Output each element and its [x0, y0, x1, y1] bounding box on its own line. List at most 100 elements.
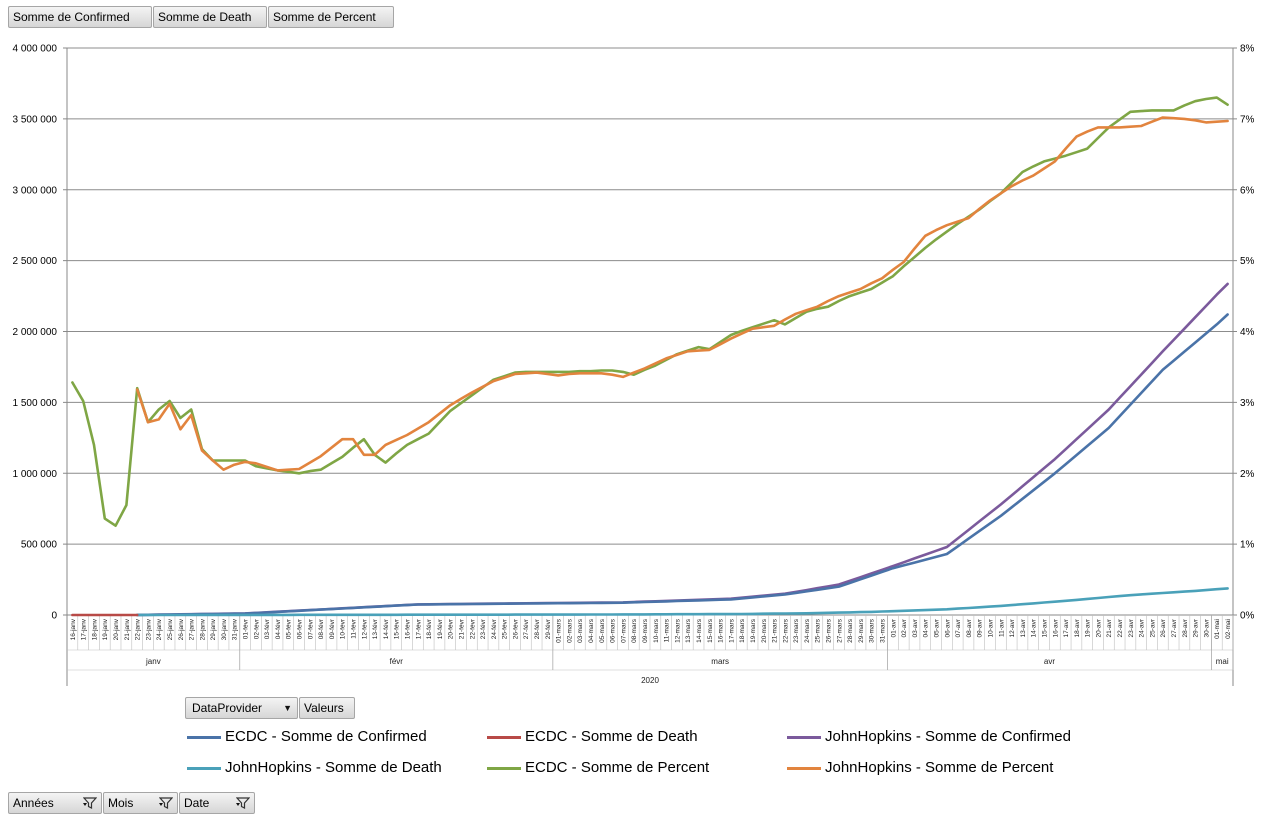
legend-swatch — [487, 736, 521, 739]
values-field-button[interactable]: Valeurs — [299, 697, 355, 719]
date-tick-label: 04-févr — [275, 618, 282, 639]
date-tick-label: 07-mars — [620, 618, 627, 643]
date-tick-label: 05-avr — [934, 618, 941, 637]
y-left-tick-label: 1 000 000 — [13, 469, 58, 480]
date-tick-label: 16-avr — [1052, 618, 1059, 637]
date-tick-label: 03-avr — [912, 618, 919, 637]
legend-swatch — [187, 736, 221, 739]
filter-dropdown-icon — [83, 797, 97, 809]
date-tick-label: 27-févr — [523, 618, 530, 639]
date-tick-label: 14-avr — [1031, 618, 1038, 637]
date-tick-label: 18-mars — [739, 618, 746, 643]
legend-label: JohnHopkins - Somme de Death — [225, 759, 442, 776]
date-tick-label: 15-avr — [1041, 618, 1048, 637]
date-tick-label: 15-févr — [394, 618, 401, 639]
dataprovider-label: DataProvider — [192, 701, 263, 715]
date-tick-label: 22-janv — [135, 618, 142, 640]
date-tick-label: 27-janv — [189, 618, 196, 640]
date-tick-label: 01-mai — [1214, 619, 1221, 639]
date-tick-label: 17-avr — [1063, 618, 1070, 637]
date-tick-label: 12-févr — [361, 618, 368, 639]
y-right-tick-label: 7% — [1240, 114, 1255, 125]
y-left-tick-label: 3 500 000 — [13, 114, 58, 125]
y-left-tick-label: 2 000 000 — [13, 327, 58, 338]
date-tick-label: 04-mars — [588, 618, 595, 643]
date-label: Date — [184, 796, 210, 810]
date-tick-label: 23-févr — [480, 618, 487, 639]
date-tick-label: 30-janv — [221, 618, 228, 640]
line-chart: 0 500 000 1 000 000 1 500 000 2 000 000 2 500… — [13, 44, 1255, 686]
month-label: mai — [1216, 657, 1229, 666]
date-tick-label: 26-mars — [826, 618, 833, 643]
date-tick-label: 23-janv — [145, 618, 152, 640]
date-tick-label: 17-mars — [728, 618, 735, 643]
y-right-tick-label: 2% — [1240, 469, 1255, 480]
date-tick-label: 29-mars — [858, 618, 865, 643]
field-button-confirmed[interactable]: Somme de Confirmed — [8, 6, 152, 28]
date-tick-label: 10-mars — [653, 618, 660, 643]
date-field-button[interactable]: Date — [179, 792, 255, 814]
date-tick-label: 26-avr — [1160, 618, 1167, 637]
date-tick-label: 18-janv — [91, 618, 98, 640]
date-tick-label: 23-mars — [793, 618, 800, 643]
date-tick-label: 28-avr — [1182, 618, 1189, 637]
date-tick-label: 27-avr — [1171, 618, 1178, 637]
y-left-tick-label: 500 000 — [21, 540, 58, 551]
date-tick-label: 12-mars — [674, 618, 681, 643]
mois-field-button[interactable]: Mois — [103, 792, 178, 814]
date-tick-label: 11-févr — [351, 618, 358, 639]
month-label: mars — [711, 657, 729, 666]
date-tick-label: 16-mars — [718, 618, 725, 643]
legend-swatch — [487, 767, 521, 770]
field-button-death[interactable]: Somme de Death — [153, 6, 267, 28]
legend-label: ECDC - Somme de Confirmed — [225, 728, 427, 745]
date-tick-label: 07-avr — [955, 618, 962, 637]
date-tick-label: 30-mars — [869, 618, 876, 643]
date-tick-label: 11-mars — [664, 618, 671, 642]
mois-label: Mois — [108, 796, 134, 810]
date-tick-label: 21-janv — [124, 618, 131, 640]
date-tick-label: 02-mars — [566, 618, 573, 643]
date-tick-label: 26-févr — [512, 618, 519, 639]
date-tick-label: 28-janv — [199, 618, 206, 640]
date-tick-label: 23-avr — [1128, 618, 1135, 637]
field-button-percent[interactable]: Somme de Percent — [268, 6, 394, 28]
date-tick-label: 19-janv — [102, 618, 109, 640]
date-tick-label: 25-févr — [502, 618, 509, 639]
date-tick-label: 10-févr — [340, 618, 347, 639]
date-tick-label: 28-févr — [534, 618, 541, 639]
date-tick-label: 21-févr — [458, 618, 465, 639]
y-right-tick-label: 5% — [1240, 256, 1255, 267]
y-left-tick-label: 3 000 000 — [13, 185, 58, 196]
date-tick-label: 03-mars — [577, 618, 584, 643]
date-tick-label: 17-janv — [81, 618, 88, 640]
date-tick-label: 07-févr — [307, 618, 314, 639]
date-tick-label: 02-avr — [901, 618, 908, 637]
date-tick-label: 22-mars — [782, 618, 789, 643]
date-tick-label: 06-avr — [944, 618, 951, 637]
y-right-tick-label: 0% — [1240, 611, 1255, 622]
date-tick-label: 26-janv — [178, 618, 185, 640]
dataprovider-field-button[interactable]: DataProvider ▼ — [185, 697, 298, 719]
date-tick-label: 28-mars — [847, 618, 854, 643]
date-tick-label: 29-avr — [1193, 618, 1200, 637]
date-tick-label: 01-avr — [890, 618, 897, 637]
date-tick-label: 13-févr — [372, 618, 379, 639]
date-tick-label: 20-févr — [448, 618, 455, 639]
month-label: févr — [390, 657, 404, 666]
legend-label: JohnHopkins - Somme de Confirmed — [825, 728, 1071, 745]
date-tick-label: 08-avr — [966, 618, 973, 637]
date-tick-label: 03-févr — [264, 618, 271, 639]
date-tick-label: 11-avr — [998, 618, 1005, 637]
annees-label: Années — [13, 796, 54, 810]
date-tick-label: 14-mars — [696, 618, 703, 643]
series-line-johnhopkins-somme-de-confirmed — [135, 282, 1229, 617]
annees-field-button[interactable]: Années — [8, 792, 102, 814]
date-tick-label: 18-févr — [426, 618, 433, 639]
series-line-ecdc-somme-de-percent — [71, 96, 1229, 528]
date-tick-label: 20-janv — [113, 618, 120, 640]
date-tick-label: 12-avr — [1009, 618, 1016, 637]
date-tick-label: 01-févr — [243, 618, 250, 639]
date-tick-label: 31-janv — [232, 618, 239, 640]
year-label: 2020 — [641, 676, 659, 685]
